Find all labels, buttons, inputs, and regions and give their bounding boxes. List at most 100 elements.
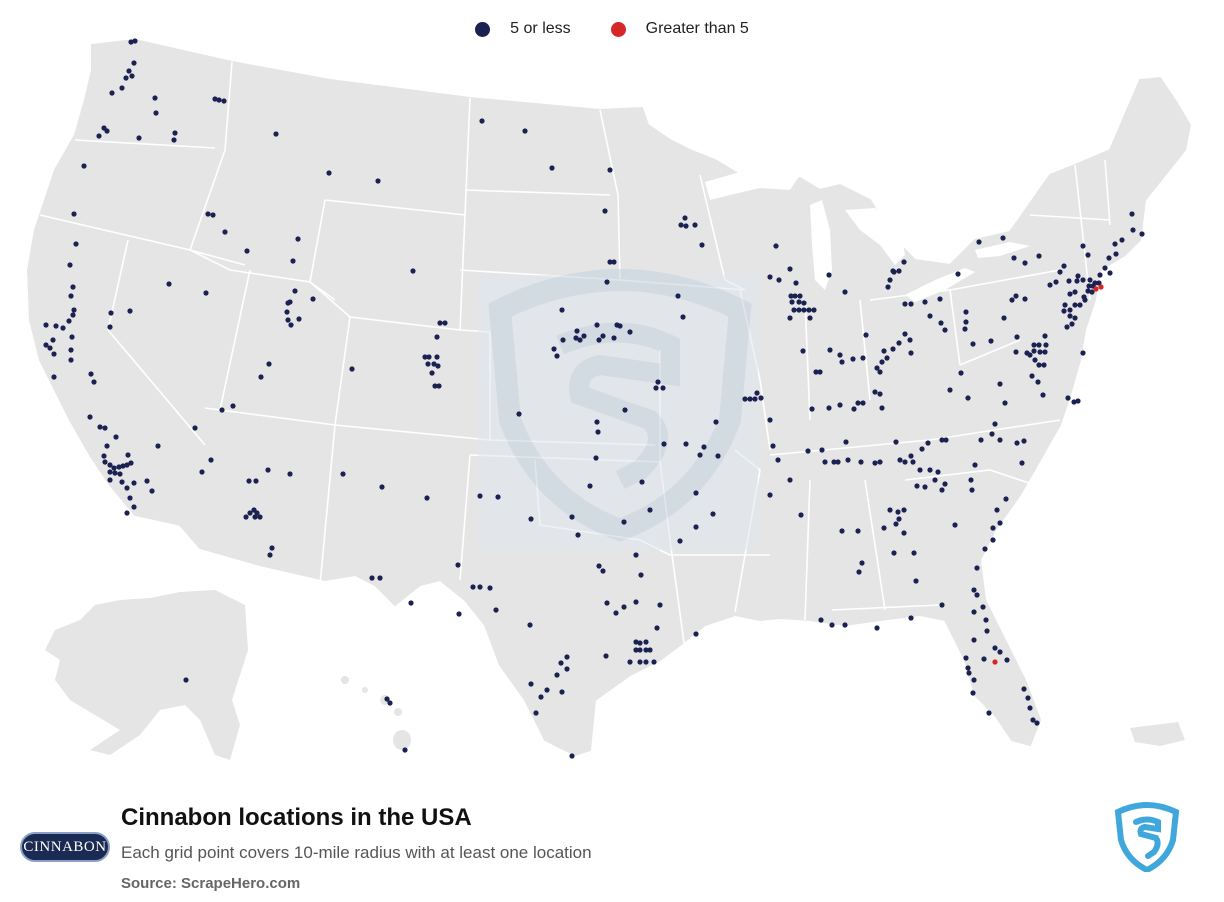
location-dot	[806, 307, 812, 313]
location-dot	[528, 516, 534, 522]
location-dot	[754, 390, 760, 396]
location-dot	[1036, 253, 1042, 259]
location-dot	[988, 338, 994, 344]
location-dot	[963, 655, 969, 661]
location-dot	[908, 615, 914, 621]
location-dot	[809, 406, 815, 412]
location-dot	[594, 322, 600, 328]
location-dot	[216, 97, 222, 103]
location-dot	[60, 325, 66, 331]
location-dot	[1065, 395, 1071, 401]
location-dot	[1069, 321, 1075, 327]
location-dot	[111, 465, 117, 471]
location-dot	[614, 322, 620, 328]
location-dot	[102, 425, 108, 431]
location-dot	[955, 271, 961, 277]
location-dot	[1067, 313, 1073, 319]
location-dot	[119, 85, 125, 91]
location-dot	[788, 293, 794, 299]
location-dot	[611, 259, 617, 265]
location-dot	[1053, 279, 1059, 285]
location-dot	[600, 568, 606, 574]
location-dot	[1022, 296, 1028, 302]
location-dot	[199, 469, 205, 475]
source-credit: Source: ScrapeHero.com	[121, 875, 301, 892]
location-dot	[564, 654, 570, 660]
location-dot	[992, 421, 998, 427]
location-dot	[254, 510, 260, 516]
location-dot	[943, 437, 949, 443]
location-dot	[253, 478, 259, 484]
location-dot	[752, 396, 758, 402]
location-dot	[538, 694, 544, 700]
location-dot	[801, 300, 807, 306]
location-dot	[633, 599, 639, 605]
location-dot	[901, 259, 907, 265]
location-dot	[890, 346, 896, 352]
location-dot	[997, 437, 1003, 443]
location-dot	[1086, 283, 1092, 289]
location-dot	[643, 647, 649, 653]
location-dot	[660, 385, 666, 391]
location-dot	[633, 639, 639, 645]
location-dot	[638, 572, 644, 578]
location-dot	[1031, 348, 1037, 354]
location-dot	[787, 315, 793, 321]
location-dot	[1035, 379, 1041, 385]
location-dot	[856, 569, 862, 575]
location-dot	[1040, 392, 1046, 398]
location-dot	[1013, 293, 1019, 299]
location-dot	[680, 314, 686, 320]
location-dot	[127, 495, 133, 501]
location-dot	[533, 710, 539, 716]
location-dot	[992, 645, 998, 651]
location-dot	[112, 470, 118, 476]
location-dot	[171, 137, 177, 143]
location-dot	[984, 628, 990, 634]
location-dot	[611, 335, 617, 341]
location-dot	[1041, 362, 1047, 368]
location-dot	[554, 672, 560, 678]
location-dot	[976, 239, 982, 245]
location-dot	[66, 318, 72, 324]
location-dot	[1032, 357, 1038, 363]
lake-superior	[705, 168, 800, 200]
page-title: Cinnabon locations in the USA	[121, 804, 472, 831]
location-dot	[1061, 308, 1067, 314]
location-dot	[811, 307, 817, 313]
location-dot	[958, 370, 964, 376]
location-dot	[1106, 255, 1112, 261]
location-dot	[776, 277, 782, 283]
location-dot	[73, 241, 79, 247]
location-dot	[50, 337, 56, 343]
location-dot	[1102, 265, 1108, 271]
location-dot	[212, 96, 218, 102]
location-dot	[919, 446, 925, 452]
location-dot	[613, 610, 619, 616]
location-dot	[88, 371, 94, 377]
location-dot	[826, 405, 832, 411]
location-dot	[455, 562, 461, 568]
location-dot	[1119, 237, 1125, 243]
location-dot	[647, 647, 653, 653]
location-dot	[742, 396, 748, 402]
location-dot	[683, 441, 689, 447]
location-dot	[807, 315, 813, 321]
hawaii-islands	[341, 676, 411, 750]
location-dot	[654, 625, 660, 631]
location-dot	[901, 530, 907, 536]
legend-dot-navy-icon	[475, 21, 491, 37]
location-dot	[637, 647, 643, 653]
location-dot	[107, 462, 113, 468]
location-dot	[874, 625, 880, 631]
location-dot	[581, 333, 587, 339]
location-dot	[387, 700, 393, 706]
location-dot	[932, 477, 938, 483]
location-dot	[155, 443, 161, 449]
location-dot	[375, 178, 381, 184]
location-dot	[922, 484, 928, 490]
location-dot	[70, 284, 76, 290]
location-dot	[109, 90, 115, 96]
location-dot	[295, 236, 301, 242]
location-dot	[219, 407, 225, 413]
